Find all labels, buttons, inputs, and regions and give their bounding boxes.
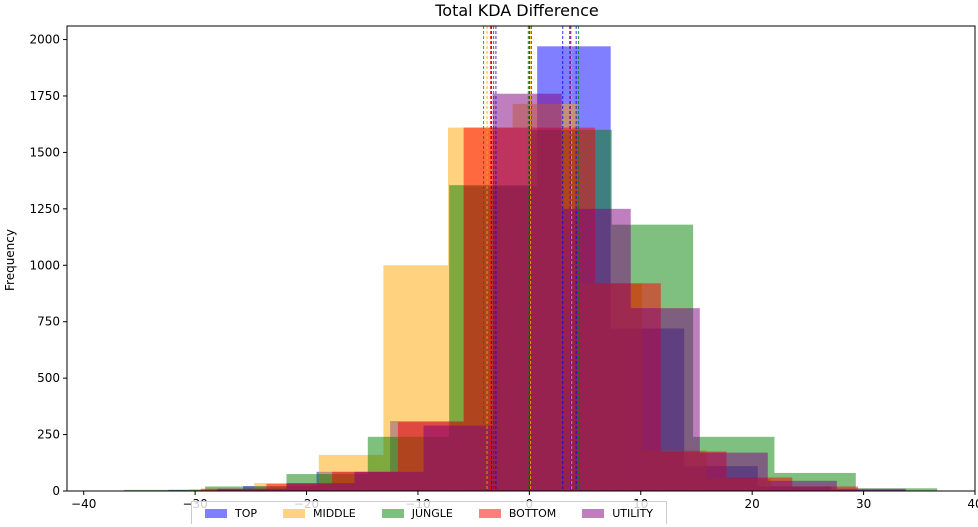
y-tick-label: 2000 (29, 33, 60, 47)
legend-item-bottom: BOTTOM (478, 506, 557, 520)
legend-swatch (478, 508, 501, 518)
bar-utility-9 (836, 488, 906, 491)
reference-lines (483, 26, 579, 491)
chart-title: Total KDA Difference (434, 1, 599, 20)
y-axis: 0 250 500 750 1000 1250 1500 1750 2000 (29, 33, 67, 498)
legend-item-middle: MIDDLE (282, 506, 356, 520)
y-tick-label: 750 (37, 315, 60, 329)
y-tick-label: 1250 (29, 202, 60, 216)
legend-swatch (204, 508, 227, 518)
bar-utility-0 (217, 488, 287, 491)
legend-label: TOP (234, 506, 257, 520)
legend-swatch (381, 508, 404, 518)
legend-item-utility: UTILITY (582, 507, 653, 520)
histogram-bars (123, 46, 938, 492)
bar-utility-8 (767, 480, 837, 491)
y-tick-label: 1750 (29, 89, 60, 103)
legend-label: JUNGLE (411, 506, 453, 520)
y-tick-label: 1500 (29, 145, 60, 159)
legend-swatch (282, 508, 305, 518)
bar-utility-3 (423, 425, 493, 491)
legend-swatch (582, 508, 605, 518)
bar-jungle-0 (123, 489, 206, 491)
y-tick-label: 1000 (29, 258, 60, 272)
y-axis-label: Frequency (3, 229, 17, 291)
bar-utility-2 (354, 471, 424, 491)
legend-label: UTILITY (612, 506, 654, 520)
bar-utility-1 (286, 483, 355, 491)
legend-label: MIDDLE (312, 506, 356, 520)
bar-utility-7 (699, 452, 768, 491)
legend-item-jungle: JUNGLE (381, 506, 453, 520)
y-tick-label: 0 (52, 484, 60, 498)
legend: TOP MIDDLE JUNGLE BOTTOM UTILITY (191, 501, 667, 524)
x-tick-label: 30 (856, 497, 871, 511)
y-tick-label: 250 (37, 428, 60, 442)
x-tick-label: 20 (745, 497, 760, 511)
x-tick-label: 40 (967, 497, 978, 511)
bar-utility-4 (492, 93, 562, 491)
legend-item-top: TOP (204, 506, 257, 520)
y-tick-label: 500 (37, 371, 60, 385)
plot-frame (66, 25, 976, 492)
legend-label: BOTTOM (508, 506, 557, 520)
bar-utility-5 (561, 208, 631, 491)
x-tick-label: −40 (71, 497, 96, 511)
bar-utility-6 (630, 308, 700, 491)
series-utility (217, 93, 906, 491)
